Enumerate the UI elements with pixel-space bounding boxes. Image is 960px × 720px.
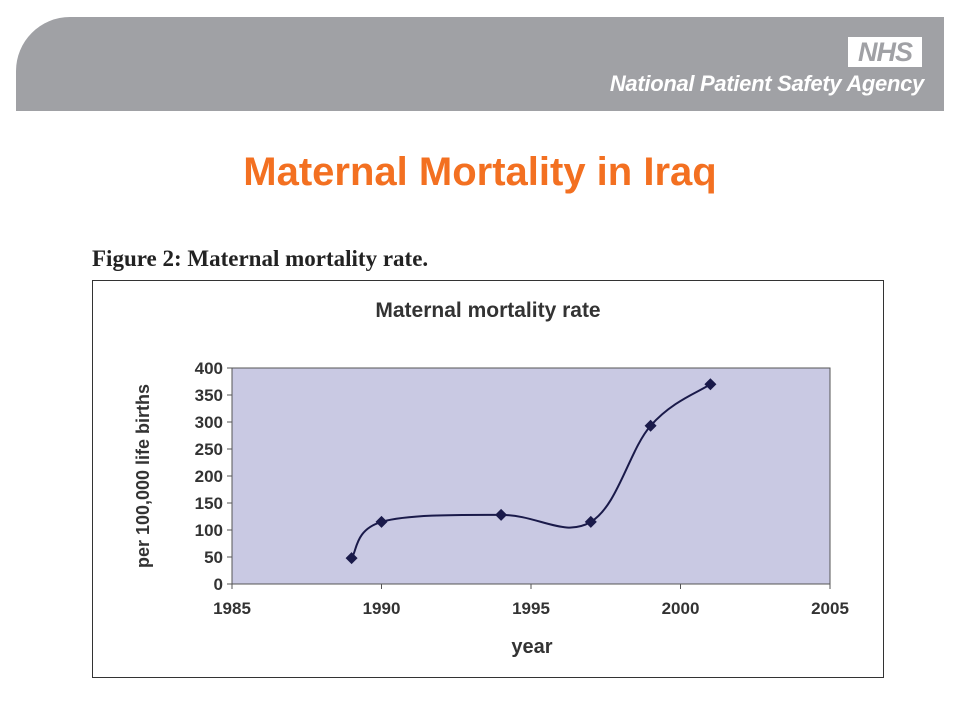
- slide-title: Maternal Mortality in Iraq: [243, 150, 717, 194]
- y-axis-label: per 100,000 life births: [133, 384, 153, 568]
- y-tick-label: 100: [195, 521, 223, 540]
- y-tick-label: 50: [204, 548, 223, 567]
- y-axis-ticks: 0 50 100 150 200 250 300 350 400: [195, 359, 232, 594]
- y-tick-label: 150: [195, 494, 223, 513]
- x-tick-label: 2005: [811, 599, 849, 618]
- nhs-logo: NHS: [848, 37, 922, 67]
- plot-area: [231, 367, 831, 585]
- x-tick-label: 2000: [662, 599, 700, 618]
- y-tick-label: 300: [195, 413, 223, 432]
- data-point-marker: [375, 515, 388, 528]
- chart-frame: Maternal mortality rate 0 50 100 150 200 250 3…: [92, 280, 884, 678]
- x-axis-ticks: 1985 1990 1995 2000 2005: [213, 584, 849, 618]
- series-markers: [345, 378, 717, 565]
- y-tick-label: 350: [195, 386, 223, 405]
- data-point-marker: [345, 552, 358, 565]
- y-tick-label: 400: [195, 359, 223, 378]
- figure-caption: Figure 2: Maternal mortality rate.: [92, 246, 429, 271]
- data-point-marker: [495, 508, 508, 521]
- line-chart: Maternal mortality rate 0 50 100 150 200 250 3…: [133, 299, 849, 658]
- y-tick-label: 0: [214, 575, 223, 594]
- header-banner: NHS National Patient Safety Agency: [16, 17, 944, 111]
- y-tick-label: 250: [195, 440, 223, 459]
- x-axis-label: year: [511, 636, 552, 658]
- x-tick-label: 1985: [213, 599, 251, 618]
- data-point-marker: [644, 419, 657, 432]
- data-point-marker: [584, 515, 597, 528]
- agency-name: National Patient Safety Agency: [609, 71, 924, 96]
- data-point-marker: [704, 378, 717, 391]
- chart-title: Maternal mortality rate: [375, 299, 600, 322]
- x-tick-label: 1995: [512, 599, 550, 618]
- x-tick-label: 1990: [363, 599, 401, 618]
- y-tick-label: 200: [195, 467, 223, 486]
